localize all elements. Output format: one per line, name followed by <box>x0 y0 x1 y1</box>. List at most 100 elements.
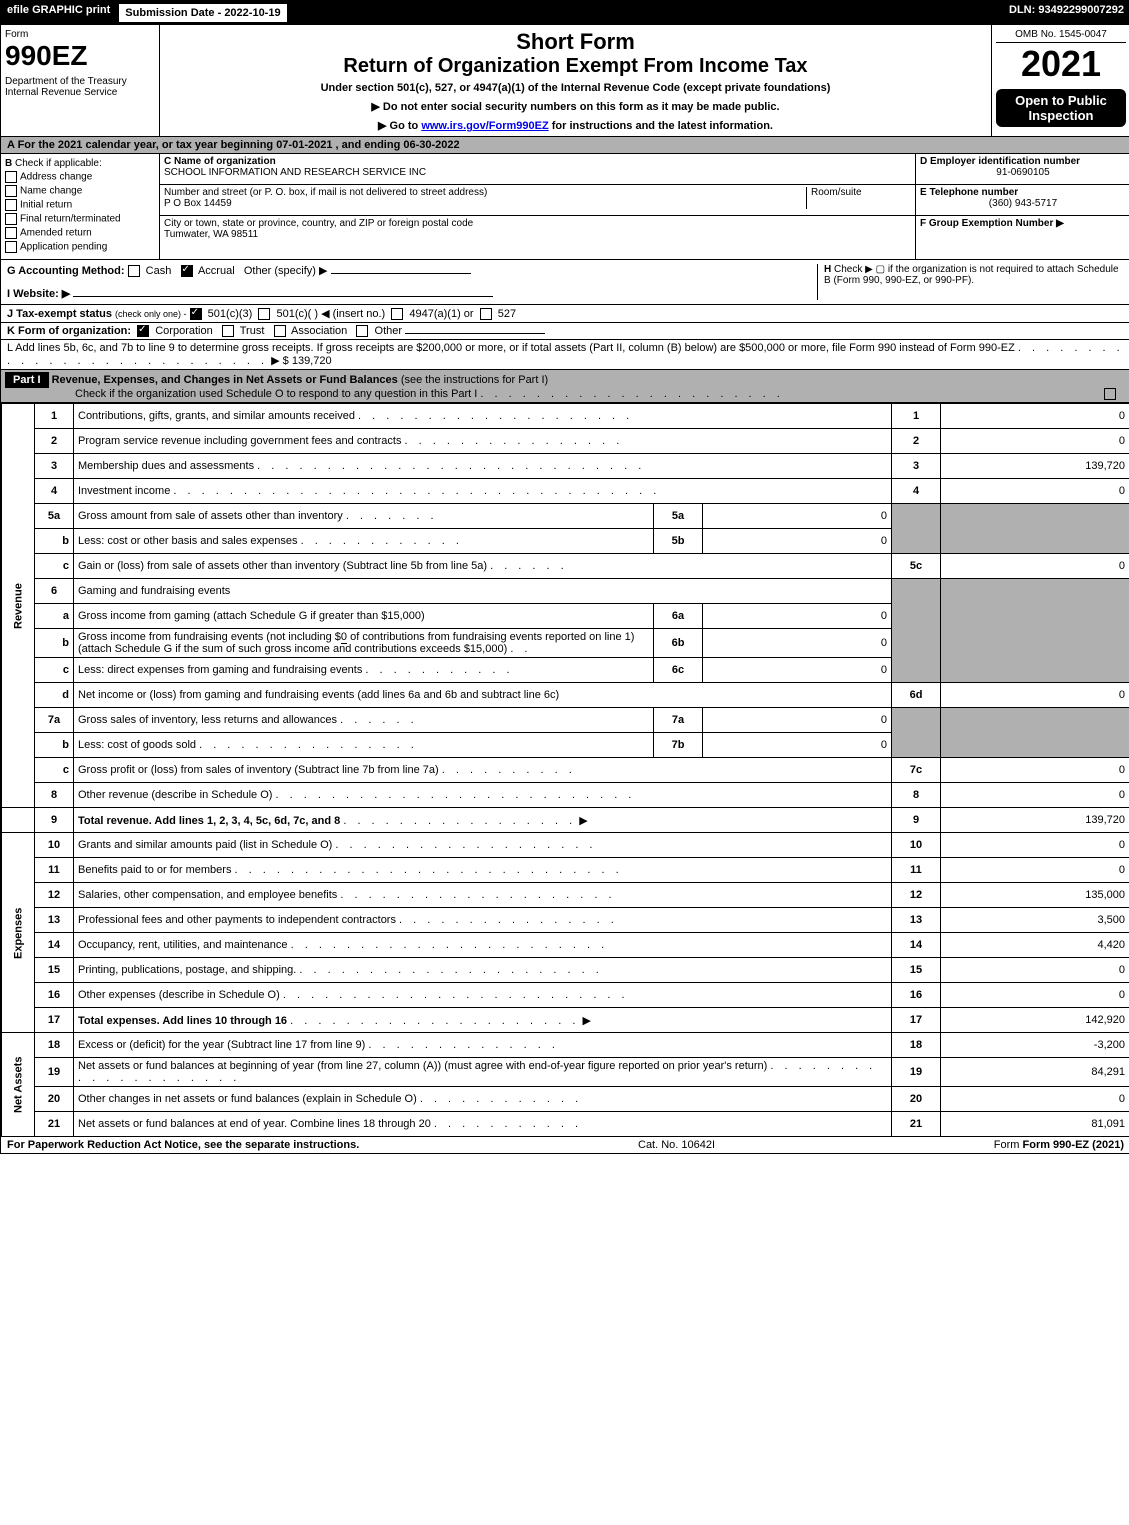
phone-cell: E Telephone number (360) 943-5717 <box>916 185 1129 216</box>
city-cell: City or town, state or province, country… <box>160 216 915 246</box>
group-exemption-label: F Group Exemption Number ▶ <box>920 218 1064 229</box>
row-h-schedule-b: H Check ▶ ▢ if the organization is not r… <box>817 264 1124 300</box>
table-row: dNet income or (loss) from gaming and fu… <box>2 683 1129 708</box>
table-row: 5aGross amount from sale of assets other… <box>2 504 1129 529</box>
table-row: 11Benefits paid to or for members . . . … <box>2 858 1129 883</box>
open-public-badge: Open to Public Inspection <box>996 89 1126 127</box>
checkbox-name-change[interactable]: Name change <box>5 185 155 197</box>
dln-number: DLN: 93492299007292 <box>1003 1 1129 25</box>
table-row: 8Other revenue (describe in Schedule O) … <box>2 783 1129 808</box>
omb-number: OMB No. 1545-0047 <box>996 29 1126 43</box>
ein-label: D Employer identification number <box>920 156 1126 167</box>
efile-label: efile GRAPHIC print <box>1 1 116 25</box>
checkbox-amended-return[interactable]: Amended return <box>5 227 155 239</box>
group-exemption-cell: F Group Exemption Number ▶ <box>916 216 1129 246</box>
table-row: Revenue 1Contributions, gifts, grants, a… <box>2 404 1129 429</box>
checkbox-schedule-o-part-i[interactable] <box>1104 388 1116 400</box>
netassets-side-label: Net Assets <box>2 1033 35 1137</box>
form-number-box: Form 990EZ Department of the Treasury In… <box>1 25 160 136</box>
org-name-label: C Name of organization <box>164 156 911 167</box>
website-label: I Website: ▶ <box>7 288 70 300</box>
city-label: City or town, state or province, country… <box>164 218 911 229</box>
org-name-cell: C Name of organization SCHOOL INFORMATIO… <box>160 154 915 185</box>
checkbox-address-change[interactable]: Address change <box>5 171 155 183</box>
street-label: Number and street (or P. O. box, if mail… <box>164 187 806 198</box>
checkbox-association[interactable] <box>274 325 286 337</box>
instr2-suffix: for instructions and the latest informat… <box>549 120 773 132</box>
header-section: Form 990EZ Department of the Treasury In… <box>1 25 1129 137</box>
subtitle: Under section 501(c), 527, or 4947(a)(1)… <box>164 82 987 94</box>
table-row: 13Professional fees and other payments t… <box>2 908 1129 933</box>
col-d-identifiers: D Employer identification number 91-0690… <box>916 154 1129 259</box>
top-bar: efile GRAPHIC print Submission Date - 20… <box>1 1 1129 25</box>
part-i-header-row: Part I Revenue, Expenses, and Changes in… <box>1 369 1129 403</box>
checkbox-application-pending[interactable]: Application pending <box>5 241 155 253</box>
row-l-gross-receipts: L Add lines 5b, 6c, and 7b to line 9 to … <box>1 339 1129 369</box>
table-row: 21Net assets or fund balances at end of … <box>2 1112 1129 1137</box>
table-row: 19Net assets or fund balances at beginni… <box>2 1058 1129 1087</box>
checkbox-final-return[interactable]: Final return/terminated <box>5 213 155 225</box>
row-j-tax-exempt: J Tax-exempt status (check only one) - 5… <box>1 304 1129 322</box>
table-row: 15Printing, publications, postage, and s… <box>2 958 1129 983</box>
section-a-period: A For the 2021 calendar year, or tax yea… <box>1 137 1129 154</box>
org-name: SCHOOL INFORMATION AND RESEARCH SERVICE … <box>164 167 911 178</box>
table-row: 14Occupancy, rent, utilities, and mainte… <box>2 933 1129 958</box>
submission-date: Submission Date - 2022-10-19 <box>118 3 287 23</box>
check-if-applicable: Check if applicable: <box>15 158 102 169</box>
table-row: Net Assets 18Excess or (deficit) for the… <box>2 1033 1129 1058</box>
instruction-link: ▶ Go to www.irs.gov/Form990EZ for instru… <box>164 119 987 132</box>
table-row: cGross profit or (loss) from sales of in… <box>2 758 1129 783</box>
ein-value: 91-0690105 <box>920 167 1126 178</box>
phone-label: E Telephone number <box>920 187 1126 198</box>
col-c-org-info: C Name of organization SCHOOL INFORMATIO… <box>160 154 916 259</box>
ein-cell: D Employer identification number 91-0690… <box>916 154 1129 185</box>
form-word: Form <box>5 29 155 40</box>
city-value: Tumwater, WA 98511 <box>164 229 911 240</box>
table-row: 16Other expenses (describe in Schedule O… <box>2 983 1129 1008</box>
table-row: 2Program service revenue including gover… <box>2 429 1129 454</box>
checkbox-corporation[interactable] <box>137 325 149 337</box>
expenses-side-label: Expenses <box>2 833 35 1033</box>
phone-value: (360) 943-5717 <box>920 198 1126 209</box>
checkbox-accrual[interactable] <box>181 265 193 277</box>
checkbox-cash[interactable] <box>128 265 140 277</box>
table-row: 7aGross sales of inventory, less returns… <box>2 708 1129 733</box>
table-row: 3Membership dues and assessments . . . .… <box>2 454 1129 479</box>
part-i-table: Revenue 1Contributions, gifts, grants, a… <box>1 403 1129 1137</box>
checkbox-trust[interactable] <box>222 325 234 337</box>
part-i-title: Revenue, Expenses, and Changes in Net As… <box>52 374 398 386</box>
part-i-label: Part I <box>5 372 49 388</box>
row-k-form-of-org: K Form of organization: Corporation Trus… <box>1 322 1129 339</box>
street-value: P O Box 14459 <box>164 198 806 209</box>
paperwork-notice: For Paperwork Reduction Act Notice, see … <box>7 1139 359 1151</box>
irs-link[interactable]: www.irs.gov/Form990EZ <box>421 120 548 132</box>
form-number: 990EZ <box>5 40 155 72</box>
checkbox-4947[interactable] <box>391 308 403 320</box>
room-suite-label: Room/suite <box>806 187 911 209</box>
row-g-accounting: G Accounting Method: Cash Accrual Other … <box>1 259 1129 304</box>
catalog-number: Cat. No. 10642I <box>638 1139 715 1151</box>
instruction-ssn: ▶ Do not enter social security numbers o… <box>164 100 987 113</box>
table-row: cGain or (loss) from sale of assets othe… <box>2 554 1129 579</box>
tax-year: 2021 <box>996 43 1126 85</box>
form-version: Form Form 990-EZ (2021) <box>994 1139 1124 1151</box>
checkbox-501c[interactable] <box>258 308 270 320</box>
website-input[interactable] <box>73 296 493 297</box>
year-box: OMB No. 1545-0047 2021 Open to Public In… <box>992 25 1129 136</box>
checkbox-initial-return[interactable]: Initial return <box>5 199 155 211</box>
checkbox-527[interactable] <box>480 308 492 320</box>
table-row: 6Gaming and fundraising events <box>2 579 1129 604</box>
instr2-prefix: ▶ Go to <box>378 120 421 132</box>
page-footer: For Paperwork Reduction Act Notice, see … <box>1 1137 1129 1153</box>
table-row: 9Total revenue. Add lines 1, 2, 3, 4, 5c… <box>2 808 1129 833</box>
table-row: Expenses 10Grants and similar amounts pa… <box>2 833 1129 858</box>
street-cell: Number and street (or P. O. box, if mail… <box>160 185 915 216</box>
main-title: Return of Organization Exempt From Incom… <box>164 55 987 78</box>
department-text: Department of the Treasury Internal Reve… <box>5 76 155 98</box>
checkbox-501c3[interactable] <box>190 308 202 320</box>
table-row: 17Total expenses. Add lines 10 through 1… <box>2 1008 1129 1033</box>
short-form-title: Short Form <box>164 29 987 55</box>
checkbox-other-org[interactable] <box>356 325 368 337</box>
title-box: Short Form Return of Organization Exempt… <box>160 25 992 136</box>
table-row: 20Other changes in net assets or fund ba… <box>2 1087 1129 1112</box>
